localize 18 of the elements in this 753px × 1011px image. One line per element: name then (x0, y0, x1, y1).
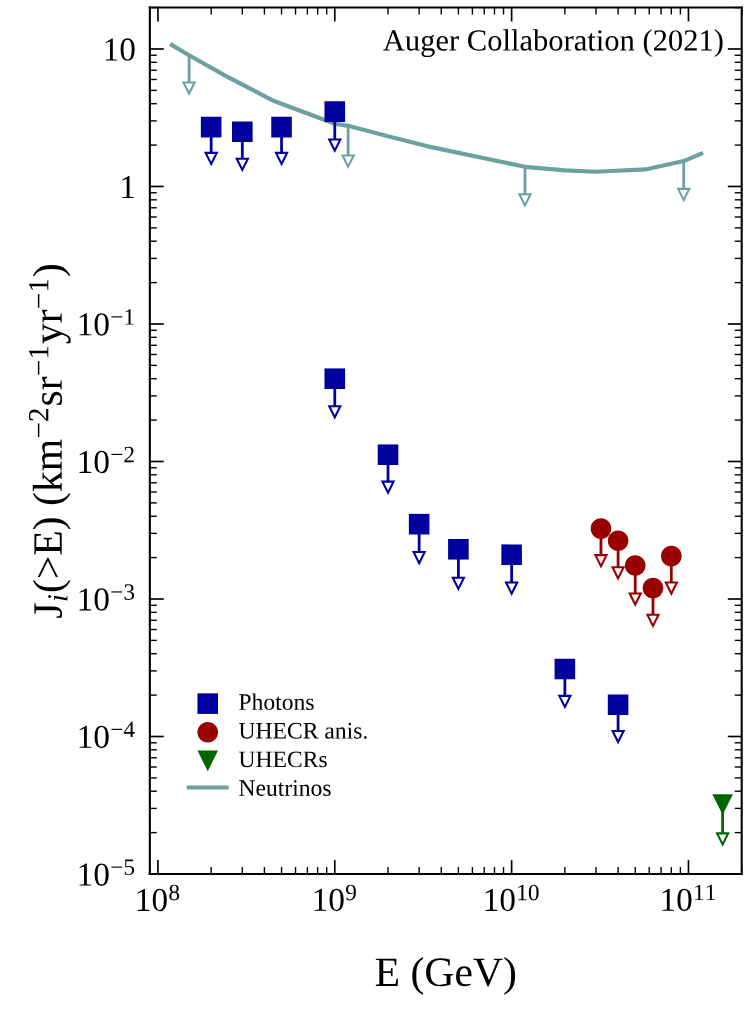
x-tick-label: 10$^{8}$ (137, 884, 180, 912)
x-tick-label: 10$^{9}$ (314, 884, 356, 912)
legend-label: Photons (239, 693, 314, 711)
y-tick-label: 10$^{−3}$ (79, 584, 135, 611)
x-tick-label: 10$^{10}$ (485, 884, 539, 912)
x-tick-label: 10$^{11}$ (662, 884, 715, 912)
y-tick-label: 10$^{−2}$ (79, 446, 134, 474)
text: J$_{i}$(>E) (km$^{−2}$sr$^{−1}$yr$^{−1}$) (28, 265, 71, 618)
y-tick-label: 10$^{−1}$ (79, 309, 134, 336)
y-tick-label: 10$^{−4}$ (79, 721, 135, 749)
y-tick-label: 1 (122, 176, 134, 199)
y-tick-label: 10 (105, 38, 135, 61)
x-axis-title: E (GeV) (375, 957, 516, 995)
legend-label: UHECRs (238, 751, 327, 768)
legend-label: UHECR anis. (238, 722, 367, 739)
legend-label: Neutrinos (239, 780, 331, 796)
y-tick-label: 10$^{−5}$ (79, 859, 135, 886)
annotation: Auger Collaboration (2021) (383, 29, 723, 58)
